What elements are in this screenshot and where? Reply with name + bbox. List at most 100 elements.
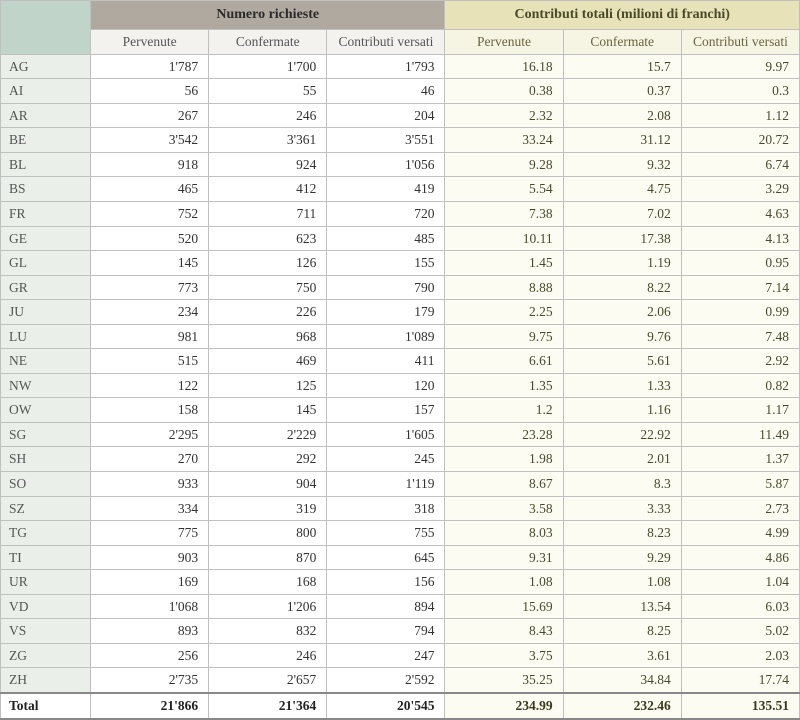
cell-contributi-versati: 17.74 [681, 668, 799, 693]
table-row: NW1221251201.351.330.82 [1, 373, 800, 398]
table-row: VS8938327948.438.255.02 [1, 619, 800, 644]
cell-numero-confermate: 126 [209, 251, 327, 276]
cell-contributi-pervenute: 3.75 [445, 643, 563, 668]
cell-numero-confermate: 21'364 [209, 693, 327, 719]
row-label: SO [1, 472, 91, 497]
cell-numero-confermate: 292 [209, 447, 327, 472]
cell-numero-pervenute: 903 [91, 545, 209, 570]
cell-contributi-versati: 135.51 [681, 693, 799, 719]
cell-numero-confermate: 469 [209, 349, 327, 374]
cell-numero-versati: 245 [327, 447, 445, 472]
cantoni-table: Numero richieste Contributi totali (mili… [0, 0, 800, 720]
cell-contributi-confermate: 4.75 [563, 177, 681, 202]
cell-contributi-pervenute: 35.25 [445, 668, 563, 693]
cell-contributi-confermate: 9.32 [563, 152, 681, 177]
cell-contributi-confermate: 232.46 [563, 693, 681, 719]
table-row: JU2342261792.252.060.99 [1, 300, 800, 325]
table-head: Numero richieste Contributi totali (mili… [1, 1, 800, 55]
cell-numero-confermate: 55 [209, 79, 327, 104]
cell-contributi-pervenute: 6.61 [445, 349, 563, 374]
table-row: BE3'5423'3613'55133.2431.1220.72 [1, 128, 800, 153]
cell-contributi-confermate: 0.37 [563, 79, 681, 104]
cell-numero-versati: 755 [327, 521, 445, 546]
row-label: AG [1, 54, 91, 79]
row-label: AR [1, 103, 91, 128]
row-label: OW [1, 398, 91, 423]
cell-numero-pervenute: 145 [91, 251, 209, 276]
cell-contributi-confermate: 31.12 [563, 128, 681, 153]
cell-numero-pervenute: 267 [91, 103, 209, 128]
group-header-contributi: Contributi totali (milioni di franchi) [445, 1, 800, 30]
cell-contributi-versati: 20.72 [681, 128, 799, 153]
cell-contributi-versati: 0.99 [681, 300, 799, 325]
table-body: AG1'7871'7001'79316.1815.79.97AI5655460.… [1, 54, 800, 718]
row-label: TG [1, 521, 91, 546]
cell-numero-versati: 3'551 [327, 128, 445, 153]
cell-contributi-pervenute: 8.88 [445, 275, 563, 300]
sub-header-numero-pervenute: Pervenute [91, 30, 209, 55]
cell-numero-pervenute: 122 [91, 373, 209, 398]
row-label: JU [1, 300, 91, 325]
cell-numero-confermate: 412 [209, 177, 327, 202]
cell-contributi-versati: 4.99 [681, 521, 799, 546]
table-row: SG2'2952'2291'60523.2822.9211.49 [1, 422, 800, 447]
cell-numero-versati: 794 [327, 619, 445, 644]
row-label: VD [1, 594, 91, 619]
table-row: AI5655460.380.370.3 [1, 79, 800, 104]
cell-numero-pervenute: 21'866 [91, 693, 209, 719]
cell-numero-versati: 179 [327, 300, 445, 325]
cell-contributi-confermate: 9.76 [563, 324, 681, 349]
cell-contributi-confermate: 7.02 [563, 202, 681, 227]
cell-contributi-confermate: 1.19 [563, 251, 681, 276]
table-row: LU9819681'0899.759.767.48 [1, 324, 800, 349]
row-label: ZG [1, 643, 91, 668]
row-label: SZ [1, 496, 91, 521]
sub-header-numero-versati: Contributi versati [327, 30, 445, 55]
cell-numero-versati: 419 [327, 177, 445, 202]
cell-numero-confermate: 870 [209, 545, 327, 570]
table-row-total: Total21'86621'36420'545234.99232.46135.5… [1, 693, 800, 719]
cell-contributi-confermate: 1.16 [563, 398, 681, 423]
table-row: BL9189241'0569.289.326.74 [1, 152, 800, 177]
cell-numero-pervenute: 775 [91, 521, 209, 546]
cell-contributi-pervenute: 8.67 [445, 472, 563, 497]
cell-numero-versati: 1'605 [327, 422, 445, 447]
cell-numero-versati: 318 [327, 496, 445, 521]
cell-numero-pervenute: 334 [91, 496, 209, 521]
cell-contributi-pervenute: 1.45 [445, 251, 563, 276]
cell-numero-versati: 1'089 [327, 324, 445, 349]
cell-numero-pervenute: 270 [91, 447, 209, 472]
header-row-sub: Pervenute Confermate Contributi versati … [1, 30, 800, 55]
table-row: SZ3343193183.583.332.73 [1, 496, 800, 521]
cell-contributi-pervenute: 16.18 [445, 54, 563, 79]
header-row-groups: Numero richieste Contributi totali (mili… [1, 1, 800, 30]
cell-numero-pervenute: 1'068 [91, 594, 209, 619]
cell-contributi-versati: 5.02 [681, 619, 799, 644]
row-label: TI [1, 545, 91, 570]
table-row: OW1581451571.21.161.17 [1, 398, 800, 423]
cell-contributi-versati: 7.48 [681, 324, 799, 349]
cell-contributi-pervenute: 3.58 [445, 496, 563, 521]
table-row: ZG2562462473.753.612.03 [1, 643, 800, 668]
cell-numero-confermate: 246 [209, 103, 327, 128]
cell-contributi-pervenute: 8.43 [445, 619, 563, 644]
cell-contributi-confermate: 34.84 [563, 668, 681, 693]
table-row: AG1'7871'7001'79316.1815.79.97 [1, 54, 800, 79]
cell-contributi-pervenute: 9.31 [445, 545, 563, 570]
table-row: BS4654124195.544.753.29 [1, 177, 800, 202]
row-label: BL [1, 152, 91, 177]
cell-contributi-pervenute: 10.11 [445, 226, 563, 251]
cell-contributi-pervenute: 5.54 [445, 177, 563, 202]
cell-numero-versati: 790 [327, 275, 445, 300]
cell-numero-versati: 157 [327, 398, 445, 423]
cell-numero-pervenute: 981 [91, 324, 209, 349]
table-row: GR7737507908.888.227.14 [1, 275, 800, 300]
cell-contributi-confermate: 8.25 [563, 619, 681, 644]
cell-contributi-confermate: 9.29 [563, 545, 681, 570]
cell-numero-versati: 2'592 [327, 668, 445, 693]
group-header-numero: Numero richieste [91, 1, 445, 30]
cell-numero-versati: 204 [327, 103, 445, 128]
row-label: BE [1, 128, 91, 153]
cell-contributi-versati: 0.3 [681, 79, 799, 104]
cell-contributi-versati: 3.29 [681, 177, 799, 202]
